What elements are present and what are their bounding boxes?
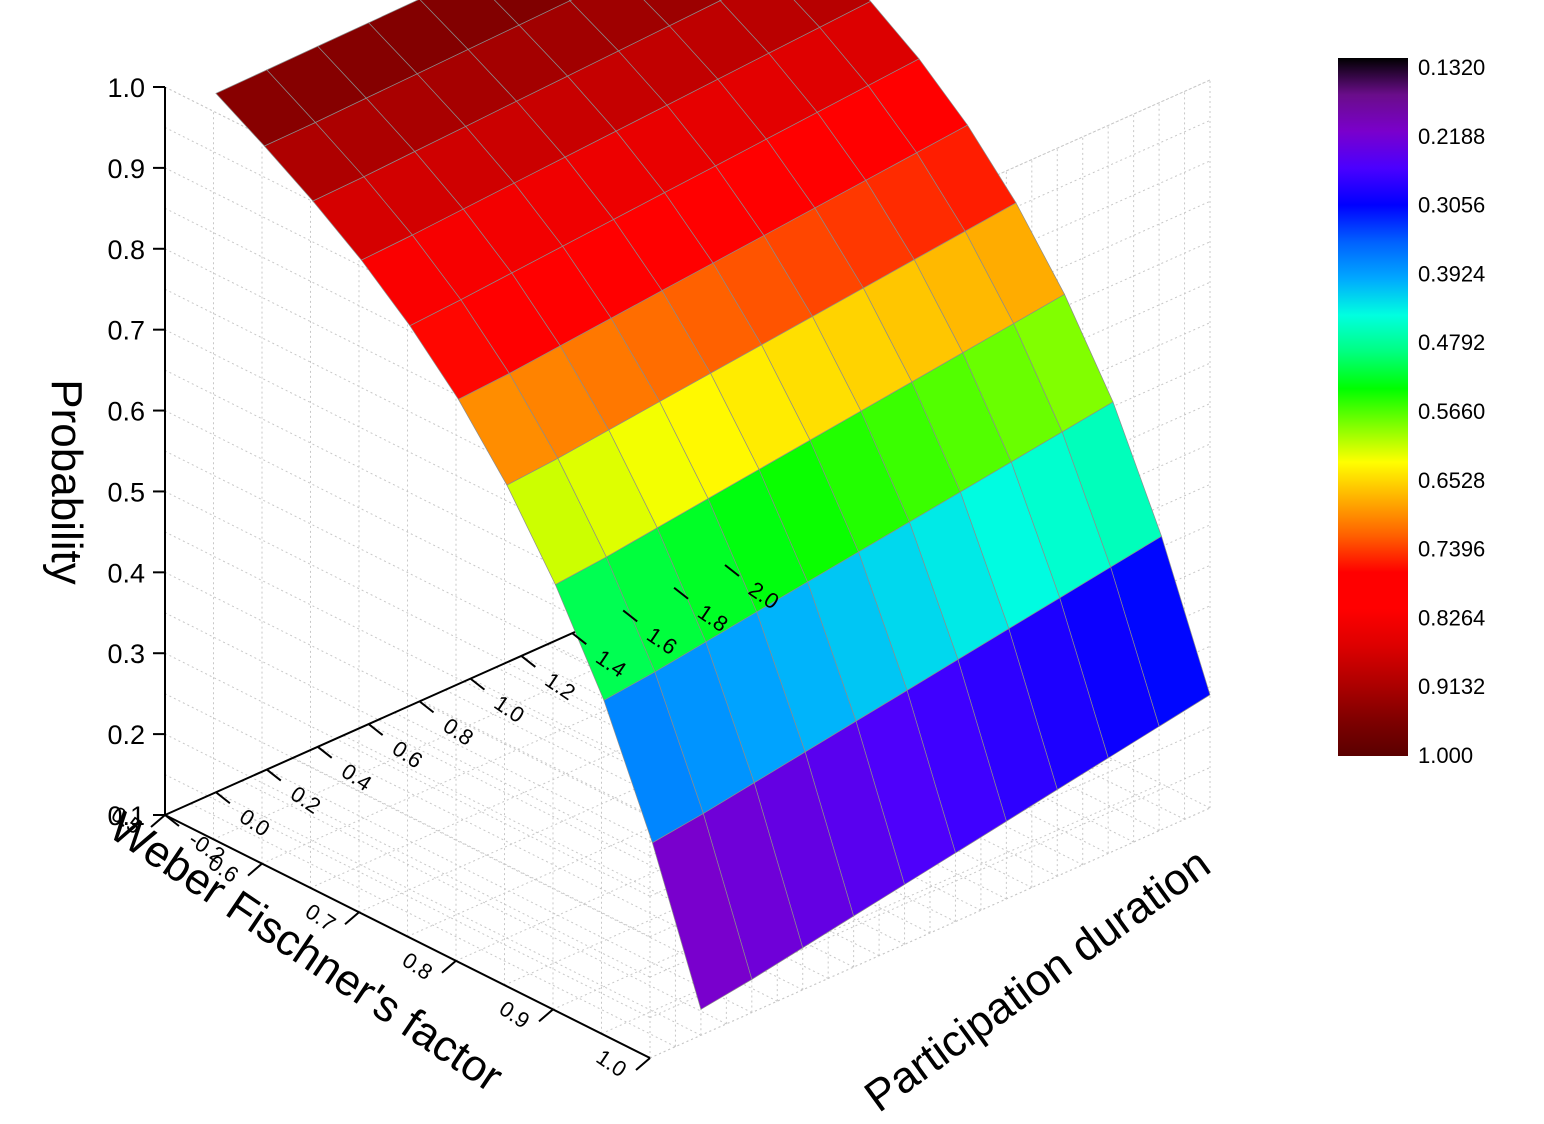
grid-line	[164, 410, 651, 655]
grid-line	[164, 490, 651, 735]
colorbar-label: 0.5660	[1418, 399, 1485, 424]
z-tick-label: 0.2	[107, 720, 145, 750]
x-tick-label: 0.8	[398, 947, 437, 985]
y-tick-mark	[368, 723, 384, 736]
colorbar-label: 0.1320	[1418, 55, 1485, 80]
y-tick-mark	[469, 677, 486, 691]
y-tick-mark	[317, 746, 333, 759]
x-axis-line	[164, 814, 651, 1059]
colorbar-label: 0.2188	[1418, 124, 1485, 149]
z-tick-label: 1.0	[107, 73, 145, 103]
z-tick-label: 0.7	[107, 316, 145, 346]
x-tick-mark	[150, 814, 166, 828]
surface-mesh	[215, 0, 1211, 1010]
grid-line	[164, 571, 651, 816]
y-tick-mark	[164, 814, 180, 827]
colorbar-label: 0.4792	[1418, 330, 1485, 355]
surface-cell	[215, 69, 316, 147]
z-tick-label: 0.6	[107, 397, 145, 427]
colorbar-label: 0.8264	[1418, 605, 1485, 630]
colorbar: 0.1320 0.2188 0.3056 0.3924 0.4792 0.5660 0.65…	[1338, 55, 1485, 768]
y-tick-mark	[724, 564, 740, 577]
y-tick-mark	[622, 609, 638, 623]
grid-line	[164, 612, 651, 857]
colorbar-bar	[1338, 58, 1408, 756]
x-tick-label: 1.0	[592, 1044, 631, 1082]
x-tick-mark	[538, 1008, 554, 1023]
colorbar-label: 0.7396	[1418, 537, 1485, 562]
z-tick-label: 0.3	[107, 639, 145, 669]
z-tick-label: 0.1	[107, 801, 145, 831]
y-tick-mark	[266, 768, 282, 782]
z-tick-label: 0.8	[107, 235, 145, 265]
y-tick-mark	[571, 632, 587, 645]
colorbar-label: 1.000	[1418, 743, 1473, 768]
grid-line	[164, 450, 651, 695]
colorbar-label: 0.3056	[1418, 193, 1485, 218]
x-tick-mark	[635, 1057, 651, 1071]
grid-line	[190, 803, 676, 1048]
grid-line	[164, 531, 651, 776]
x-tick-mark	[344, 911, 360, 925]
z-tick-label: 0.4	[107, 558, 145, 588]
colorbar-label: 0.9132	[1418, 674, 1485, 699]
z-axis-label: Probability	[42, 379, 91, 584]
x-tick-mark	[441, 960, 457, 974]
x-tick-mark	[247, 862, 263, 877]
x-tick-label: 0.9	[495, 996, 534, 1034]
grid-line	[266, 769, 753, 1013]
grid-line	[164, 369, 651, 614]
y-tick-mark	[673, 586, 689, 600]
y-tick-mark	[520, 655, 536, 668]
grid-line	[241, 780, 727, 1025]
y-tick-mark	[215, 791, 231, 805]
grid-line	[601, 783, 1162, 1035]
z-tick-label: 0.9	[107, 154, 145, 184]
y-tick-mark	[418, 700, 435, 714]
grid-line	[215, 791, 702, 1036]
colorbar-label: 0.3924	[1418, 261, 1485, 286]
z-tick-label: 0.5	[107, 477, 145, 507]
colorbar-label: 0.6528	[1418, 468, 1485, 493]
